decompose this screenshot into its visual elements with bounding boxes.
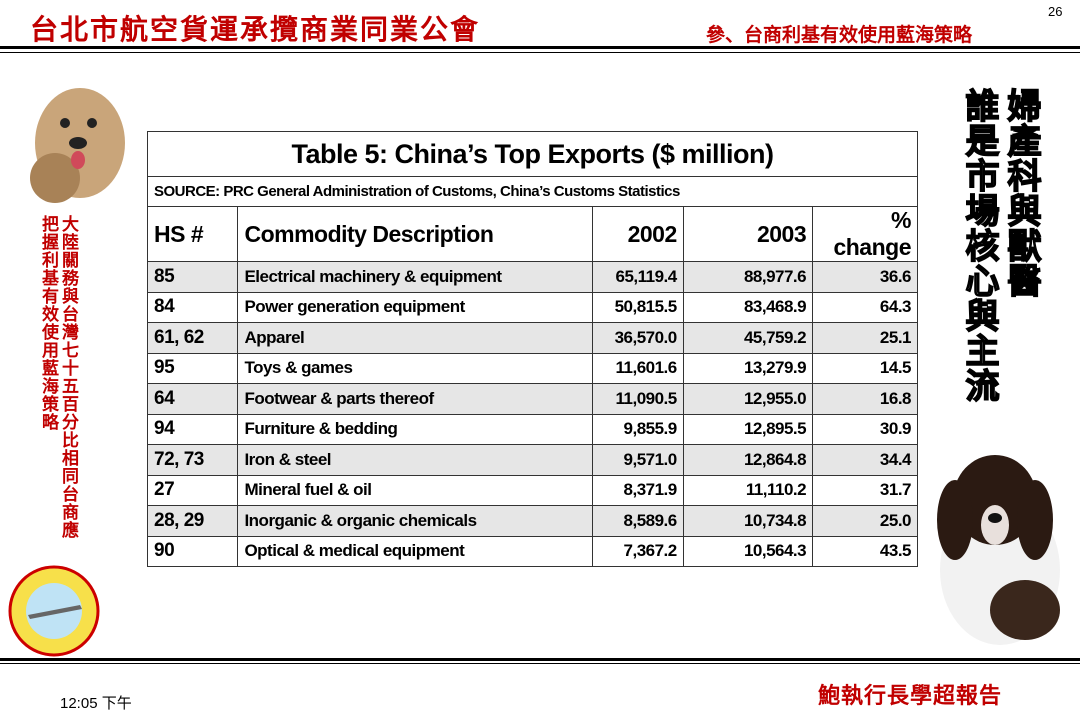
table-cell: 95 (146, 352, 239, 384)
table-cell: 45,759.2 (682, 322, 814, 354)
table-row: 84 Power generation equipment 50,815.5 83,4… (146, 291, 918, 323)
table-cell: 50,815.5 (591, 291, 684, 323)
vertical-column: 婦產科與獸醫 (1000, 87, 1042, 299)
table-cell: Footwear & parts thereof (237, 383, 593, 415)
rule (0, 52, 1080, 53)
table-row: 28, 29 Inorganic & organic chemicals 8,589… (146, 505, 918, 537)
table-cell: 88,977.6 (682, 261, 814, 293)
table-row: 72, 73 Iron & steel 9,571.0 12,864.8 34.4 (146, 444, 918, 476)
table-cell: 61, 62 (146, 322, 239, 354)
table-cell: 83,468.9 (682, 291, 814, 323)
table-cell: Inorganic & organic chemicals (237, 505, 593, 537)
table-title: Table 5: China’s Top Exports ($ million) (147, 131, 918, 177)
column-header: % change (812, 206, 918, 262)
vertical-column: 誰是市場核心與主流 (958, 87, 1000, 404)
dog-image (30, 88, 125, 203)
table-cell: 65,119.4 (591, 261, 684, 293)
table-cell: 14.5 (812, 352, 918, 384)
table-row: 94 Furniture & bedding 9,855.9 12,895.5 30.9 (146, 413, 918, 445)
table-cell: 9,855.9 (591, 413, 684, 445)
table-row: 64 Footwear & parts thereof 11,090.5 12,955… (146, 383, 918, 415)
column-header: HS # (146, 206, 239, 262)
column-header: 2003 (682, 206, 814, 262)
table-row: 61, 62 Apparel 36,570.0 45,759.2 25.1 (146, 322, 918, 354)
table-source: SOURCE: PRC General Administration of Cu… (147, 176, 918, 207)
table-cell: 36.6 (812, 261, 918, 293)
rule (0, 658, 1080, 661)
table-cell: Iron & steel (237, 444, 593, 476)
table-cell: 28, 29 (146, 505, 239, 537)
table-cell: 85 (146, 261, 239, 293)
table-cell: 72, 73 (146, 444, 239, 476)
author: 鮑執行長學超報告 (818, 683, 1003, 709)
rule (0, 663, 1080, 664)
table-cell: 31.7 (812, 474, 918, 506)
column-header: Commodity Description (237, 206, 593, 262)
table-cell: 10,734.8 (682, 505, 814, 537)
table-cell: 43.5 (812, 535, 918, 567)
table-cell: 25.0 (812, 505, 918, 537)
table-row: 95 Toys & games 11,601.6 13,279.9 14.5 (146, 352, 918, 384)
table-cell: 25.1 (812, 322, 918, 354)
table-cell: 30.9 (812, 413, 918, 445)
table-cell: 10,564.3 (682, 535, 814, 567)
section-title: 參、台商利基有效使用藍海策略 (706, 24, 973, 46)
exports-table: Table 5: China’s Top Exports ($ million)… (146, 131, 918, 567)
table-cell: 36,570.0 (591, 322, 684, 354)
table-cell: Optical & medical equipment (237, 535, 593, 567)
right-vertical-text: 婦產科與獸醫 誰是市場核心與主流 (958, 87, 1042, 404)
table-cell: 64 (146, 383, 239, 415)
table-cell: 8,371.9 (591, 474, 684, 506)
table-cell: 84 (146, 291, 239, 323)
table-cell: Mineral fuel & oil (237, 474, 593, 506)
column-header: 2002 (591, 206, 684, 262)
table-cell: 8,589.6 (591, 505, 684, 537)
table-cell: 12,864.8 (682, 444, 814, 476)
table-cell: 12,955.0 (682, 383, 814, 415)
rule (0, 46, 1080, 49)
table-cell: 64.3 (812, 291, 918, 323)
table-cell: 9,571.0 (591, 444, 684, 476)
table-row: 85 Electrical machinery & equipment 65,119… (146, 261, 918, 293)
page-number: 26 (1048, 4, 1063, 19)
table-cell: 11,090.5 (591, 383, 684, 415)
table-cell: 94 (146, 413, 239, 445)
table-cell: 11,110.2 (682, 474, 814, 506)
table-cell: 12,895.5 (682, 413, 814, 445)
vertical-column: 台商應把握利基有效使用藍海策略 (38, 215, 78, 539)
table-cell: 90 (146, 535, 239, 567)
table-cell: Apparel (237, 322, 593, 354)
table-cell: Power generation equipment (237, 291, 593, 323)
table-cell: 16.8 (812, 383, 918, 415)
table-cell: Electrical machinery & equipment (237, 261, 593, 293)
table-cell: 27 (146, 474, 239, 506)
dog-image (937, 455, 1060, 645)
table-cell: Toys & games (237, 352, 593, 384)
table-cell: 11,601.6 (591, 352, 684, 384)
left-vertical-text: 大陸關務與台灣七十五百分比相同台商應把握利基有效使用藍海策略 (38, 215, 78, 555)
table-cell: Furniture & bedding (237, 413, 593, 445)
logo (8, 565, 100, 657)
timestamp: 12:05 下午 (60, 695, 132, 712)
table-row: 27 Mineral fuel & oil 8,371.9 11,110.2 31.7 (146, 474, 918, 506)
org-title: 台北市航空貨運承攬商業同業公會 (30, 13, 481, 46)
table-cell: 34.4 (812, 444, 918, 476)
table-cell: 13,279.9 (682, 352, 814, 384)
vertical-column: 大陸關務與台灣七十五百分比相同 (58, 215, 78, 485)
table-row: 90 Optical & medical equipment 7,367.2 10,5… (146, 535, 918, 567)
table-cell: 7,367.2 (591, 535, 684, 567)
